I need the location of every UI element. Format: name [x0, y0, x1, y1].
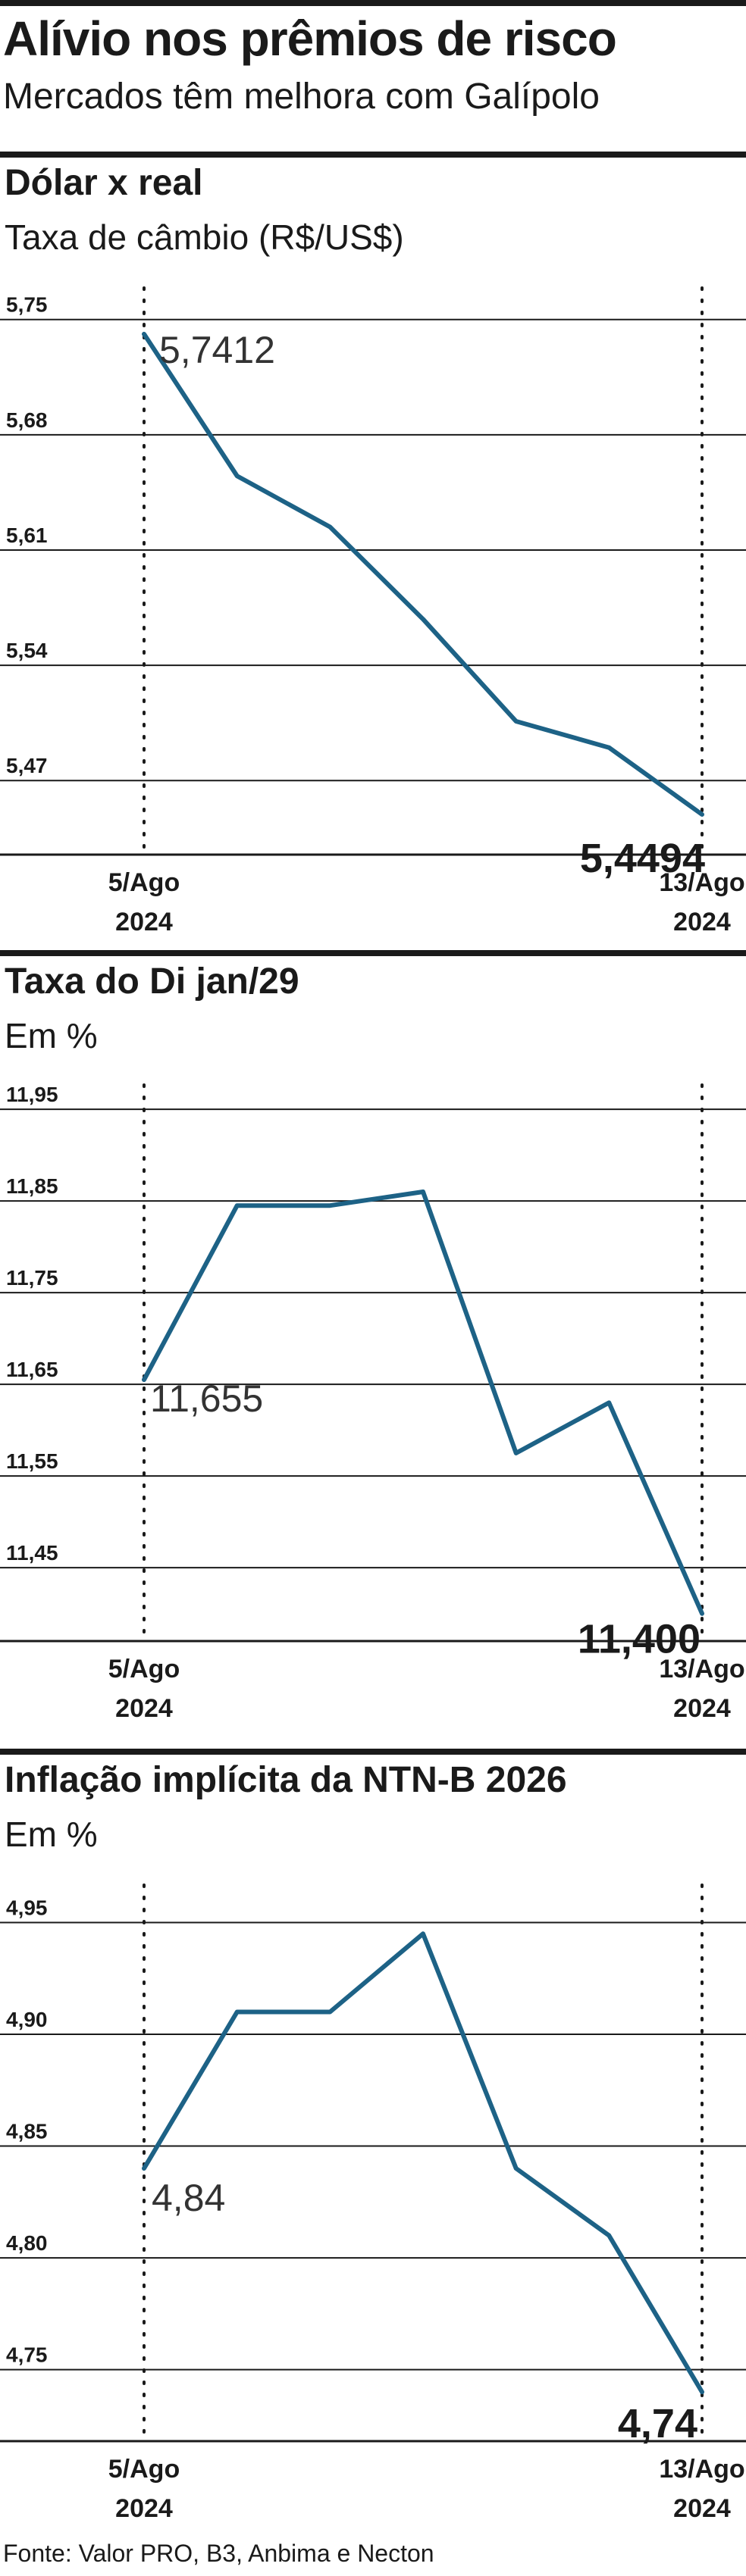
x-tick-label: 13/Ago	[659, 1655, 744, 1683]
x-tick-year: 2024	[115, 908, 173, 936]
data-point	[701, 812, 704, 816]
x-tick-year: 2024	[673, 2494, 731, 2523]
data-point	[607, 2234, 611, 2237]
y-tick-label: 4,95	[6, 1896, 48, 1920]
y-tick-label: 11,55	[6, 1449, 58, 1473]
y-tick-label: 5,54	[6, 639, 48, 662]
data-point	[328, 525, 332, 529]
chart-3-title: Inflação implícita da NTN-B 2026	[5, 1760, 567, 1800]
x-tick-year: 2024	[673, 1694, 731, 1723]
data-point	[701, 1612, 704, 1615]
x-tick-year: 2024	[115, 1694, 173, 1723]
data-point	[422, 1932, 425, 1936]
start-value-label: 4,84	[152, 2177, 225, 2219]
data-point	[422, 1190, 425, 1194]
y-tick-label: 11,75	[6, 1266, 58, 1290]
x-tick-year: 2024	[115, 2494, 173, 2523]
data-point	[143, 332, 146, 336]
data-point	[701, 2390, 704, 2394]
y-tick-label: 4,80	[6, 2231, 48, 2255]
data-point	[328, 1204, 332, 1208]
chart-2-unit: Em %	[5, 1016, 98, 1055]
data-point	[235, 474, 239, 478]
data-point	[607, 1401, 611, 1405]
x-tick-label: 13/Ago	[659, 868, 744, 897]
chart-1-rule	[0, 152, 746, 158]
y-tick-label: 11,65	[6, 1358, 58, 1381]
y-tick-label: 5,47	[6, 754, 48, 777]
y-tick-label: 11,85	[6, 1174, 58, 1198]
x-tick-year: 2024	[673, 908, 731, 936]
chart-3-unit: Em %	[5, 1815, 98, 1854]
y-tick-label: 4,90	[6, 2008, 48, 2031]
x-tick-label: 13/Ago	[659, 2455, 744, 2484]
subheadline: Mercados têm melhora com Galípolo	[3, 77, 600, 117]
source-note: Fonte: Valor PRO, B3, Anbima e Necton	[3, 2540, 434, 2567]
y-tick-label: 11,45	[6, 1541, 58, 1565]
y-tick-label: 5,75	[6, 293, 48, 317]
data-point	[514, 719, 518, 723]
data-point	[514, 2167, 518, 2171]
data-point	[328, 2010, 332, 2014]
start-value-label: 5,7412	[159, 329, 275, 371]
chart-1-unit: Taxa de câmbio (R$/US$)	[5, 217, 404, 257]
data-point	[143, 2167, 146, 2171]
chart-2-rule	[0, 950, 746, 956]
series-line	[142, 1931, 704, 2395]
end-value-label: 5,4494	[580, 836, 705, 881]
top-rule	[0, 0, 746, 6]
y-tick-label: 4,85	[6, 2120, 48, 2143]
data-point	[514, 1451, 518, 1455]
y-tick-label: 5,68	[6, 408, 48, 432]
data-point	[235, 2010, 239, 2014]
data-point	[235, 1204, 239, 1208]
chart-1-title: Dólar x real	[5, 163, 203, 203]
chart-2-title: Taxa do Di jan/29	[5, 961, 299, 1002]
y-tick-label: 11,95	[6, 1083, 58, 1106]
data-point	[607, 746, 611, 749]
end-value-label: 4,74	[618, 2401, 697, 2446]
data-point	[143, 1378, 146, 1382]
x-tick-label: 5/Ago	[108, 2455, 180, 2484]
y-tick-label: 4,75	[6, 2343, 48, 2367]
x-tick-label: 5/Ago	[108, 1655, 180, 1683]
data-point	[422, 617, 425, 621]
x-tick-label: 5/Ago	[108, 868, 180, 897]
end-value-label: 11,400	[578, 1617, 701, 1662]
start-value-label: 11,655	[150, 1377, 263, 1420]
headline: Alívio nos prêmios de risco	[3, 11, 617, 66]
chart-3-rule	[0, 1749, 746, 1755]
y-tick-label: 5,61	[6, 524, 48, 547]
